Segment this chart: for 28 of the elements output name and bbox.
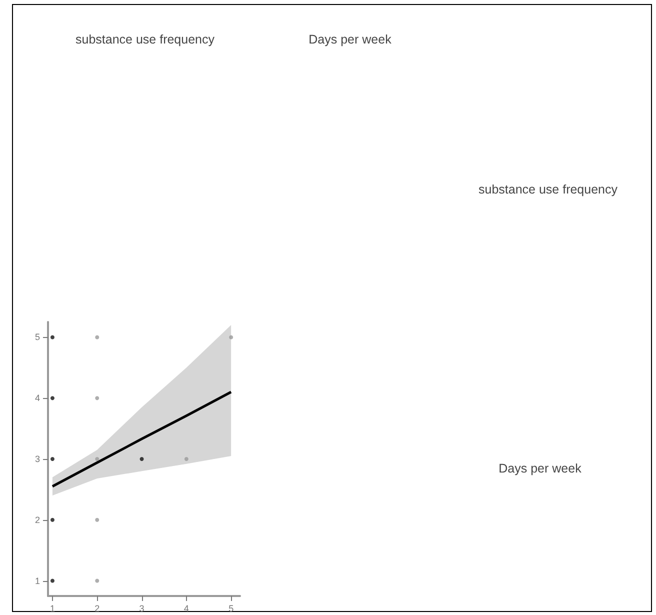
y-tick-label: 5 — [34, 332, 40, 342]
point — [50, 518, 54, 522]
y-tick-label: 4 — [34, 393, 40, 404]
x-tick-label: 4 — [184, 604, 189, 614]
x-tick-label: 5 — [228, 604, 234, 614]
y-tick-label: 2 — [34, 514, 40, 525]
y-tick-label: 3 — [34, 454, 40, 464]
text: substance use frequency — [478, 182, 618, 196]
line-series — [51, 390, 232, 488]
text: Days per week — [498, 462, 582, 476]
point — [95, 518, 100, 522]
x-tick-label: 1 — [50, 604, 55, 614]
point — [184, 457, 188, 461]
text: substance use frequency — [76, 32, 216, 46]
point — [50, 396, 54, 400]
point — [50, 578, 54, 583]
x-tick-label: 3 — [139, 604, 144, 614]
point — [95, 457, 100, 461]
point — [229, 335, 234, 340]
point — [95, 578, 100, 583]
point — [95, 335, 100, 340]
point — [140, 457, 144, 461]
y-tick-label: 1 — [34, 576, 40, 586]
point — [50, 335, 54, 340]
point — [95, 396, 100, 400]
point — [50, 457, 54, 461]
text: Days per week — [308, 32, 392, 46]
x-tick-label: 2 — [94, 604, 100, 614]
